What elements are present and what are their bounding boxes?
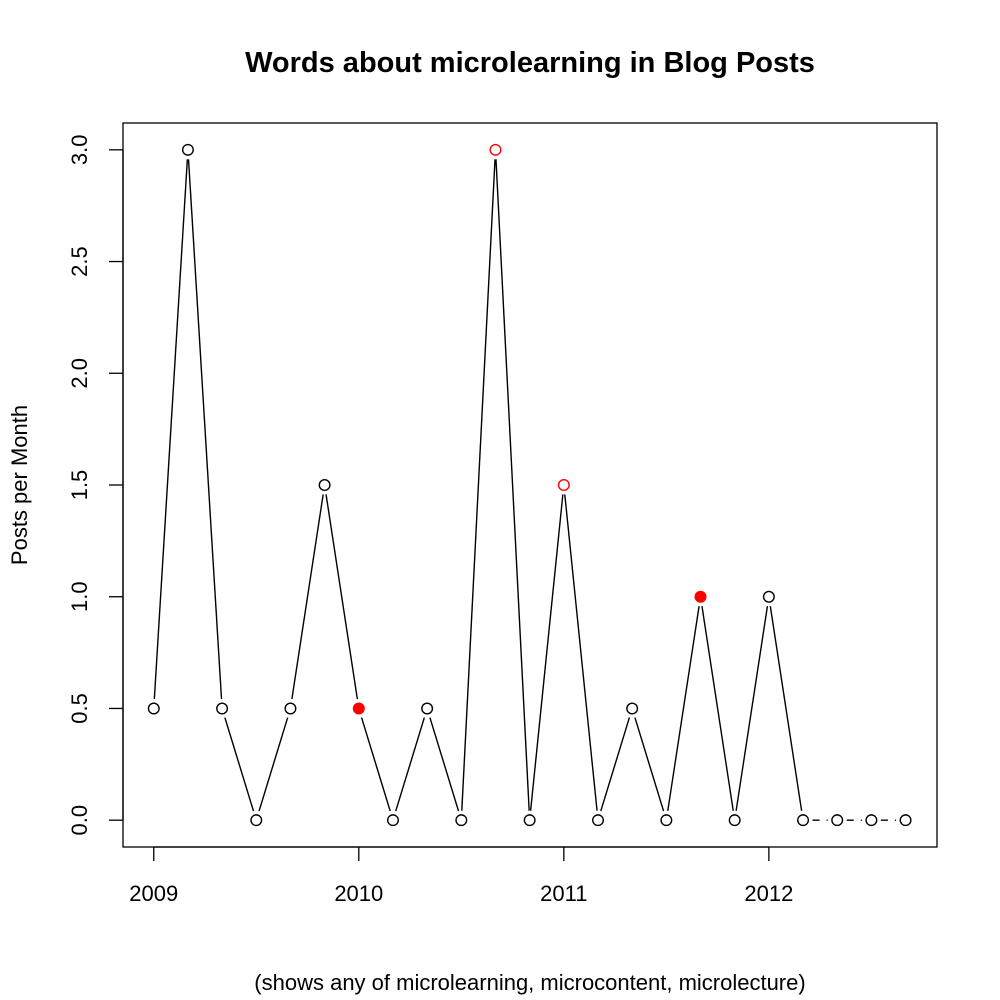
x-tick-label: 2012 bbox=[744, 881, 793, 906]
series-line-segment bbox=[600, 717, 631, 812]
data-point bbox=[352, 702, 365, 715]
data-point bbox=[831, 814, 844, 827]
series-line-segment bbox=[187, 159, 223, 700]
x-tick-label: 2010 bbox=[334, 881, 383, 906]
series-line-segment bbox=[395, 717, 426, 812]
data-point bbox=[660, 814, 673, 827]
series-line-segment bbox=[667, 606, 700, 811]
series-line-segment bbox=[224, 717, 255, 812]
series-points bbox=[147, 143, 912, 827]
chart-title: Words about microlearning in Blog Posts bbox=[245, 47, 815, 79]
y-tick-label: 2.5 bbox=[67, 246, 92, 277]
data-point bbox=[523, 814, 536, 827]
y-tick-label: 0.5 bbox=[67, 693, 92, 724]
data-point bbox=[421, 702, 434, 715]
series-line-segment bbox=[325, 494, 359, 700]
x-axis: 2009 2010 2011 2012 bbox=[129, 846, 793, 906]
data-point bbox=[455, 814, 468, 827]
y-tick-label: 0.0 bbox=[67, 805, 92, 836]
data-point bbox=[386, 814, 399, 827]
series-line-segment bbox=[529, 494, 564, 811]
plot-box bbox=[122, 122, 938, 848]
data-point bbox=[592, 814, 605, 827]
y-tick-label: 1.0 bbox=[67, 581, 92, 612]
series-lines bbox=[153, 159, 897, 821]
series-line-segment bbox=[461, 159, 496, 811]
series-line-segment bbox=[429, 717, 460, 812]
series-line-segment bbox=[360, 717, 391, 812]
data-point bbox=[557, 479, 570, 492]
data-point bbox=[728, 814, 741, 827]
series-line-segment bbox=[153, 159, 189, 700]
data-point bbox=[762, 590, 775, 603]
series-line-segment bbox=[564, 494, 598, 811]
data-point bbox=[284, 702, 297, 715]
data-point bbox=[899, 814, 912, 827]
data-point bbox=[147, 702, 160, 715]
data-point bbox=[216, 702, 229, 715]
data-point bbox=[489, 143, 502, 156]
data-point bbox=[797, 814, 810, 827]
data-point bbox=[181, 143, 194, 156]
x-axis-label: (shows any of microlearning, microconten… bbox=[254, 970, 805, 995]
x-tick-label: 2009 bbox=[129, 881, 178, 906]
series-line-segment bbox=[701, 606, 734, 811]
y-axis-label: Posts per Month bbox=[7, 405, 32, 565]
data-point bbox=[318, 479, 331, 492]
series-line-segment bbox=[258, 717, 289, 812]
data-point bbox=[250, 814, 263, 827]
series-line-segment bbox=[634, 717, 665, 812]
x-tick-label: 2011 bbox=[540, 881, 587, 906]
series-line-segment bbox=[735, 606, 769, 811]
data-point bbox=[694, 590, 707, 603]
series-line-segment bbox=[769, 606, 803, 811]
y-tick-label: 1.5 bbox=[67, 470, 92, 501]
data-point bbox=[865, 814, 878, 827]
y-axis: 0.0 0.5 1.0 1.5 2.0 2.5 3.0 bbox=[67, 135, 124, 836]
y-tick-label: 2.0 bbox=[67, 358, 92, 389]
series-line-segment bbox=[495, 159, 530, 811]
series-line-segment bbox=[291, 494, 324, 700]
y-tick-label: 3.0 bbox=[67, 135, 92, 166]
data-point bbox=[626, 702, 639, 715]
